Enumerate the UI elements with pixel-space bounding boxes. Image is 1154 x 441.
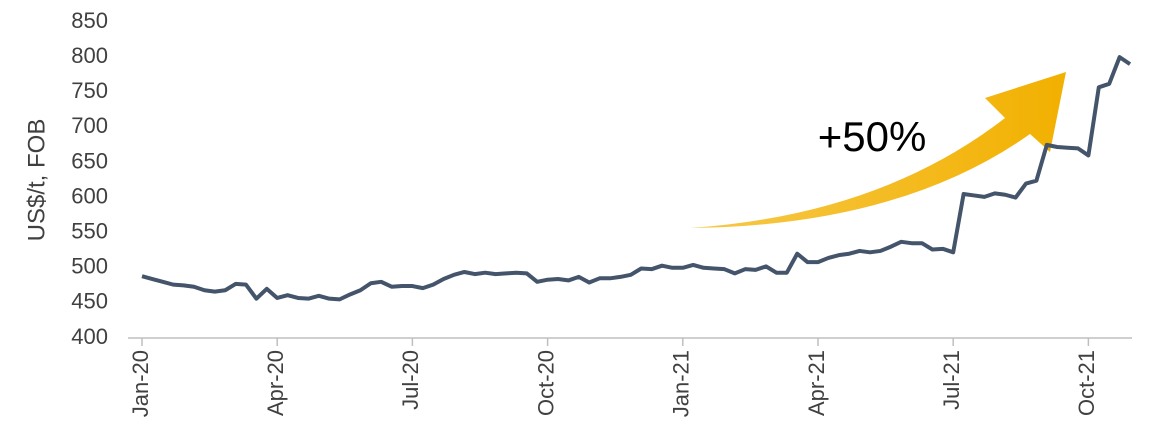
y-tick-label: 850 <box>71 8 108 33</box>
y-tick-label: 500 <box>71 254 108 279</box>
x-tick-label: Oct-20 <box>533 350 558 416</box>
y-axis-label: US$/t, FOB <box>23 119 50 242</box>
y-tick-label: 600 <box>71 183 108 208</box>
y-tick-label: 700 <box>71 113 108 138</box>
y-tick-label: 400 <box>71 324 108 349</box>
x-tick-label: Apr-21 <box>804 350 829 416</box>
x-tick-label: Jan-21 <box>669 350 694 417</box>
x-tick-label: Apr-20 <box>263 350 288 416</box>
x-tick-label: Jul-21 <box>939 350 964 410</box>
trend-arrow <box>690 72 1066 228</box>
x-tick-label: Oct-21 <box>1074 350 1099 416</box>
x-tick-label: Jul-20 <box>398 350 423 410</box>
y-tick-label: 550 <box>71 218 108 243</box>
x-tick-label: Jan-20 <box>128 350 153 417</box>
y-tick-label: 650 <box>71 148 108 173</box>
annotation: +50% <box>818 113 927 160</box>
line-series <box>141 55 1132 302</box>
y-tick-label: 450 <box>71 289 108 314</box>
y-tick-label: 750 <box>71 78 108 103</box>
y-tick-label: 800 <box>71 43 108 68</box>
